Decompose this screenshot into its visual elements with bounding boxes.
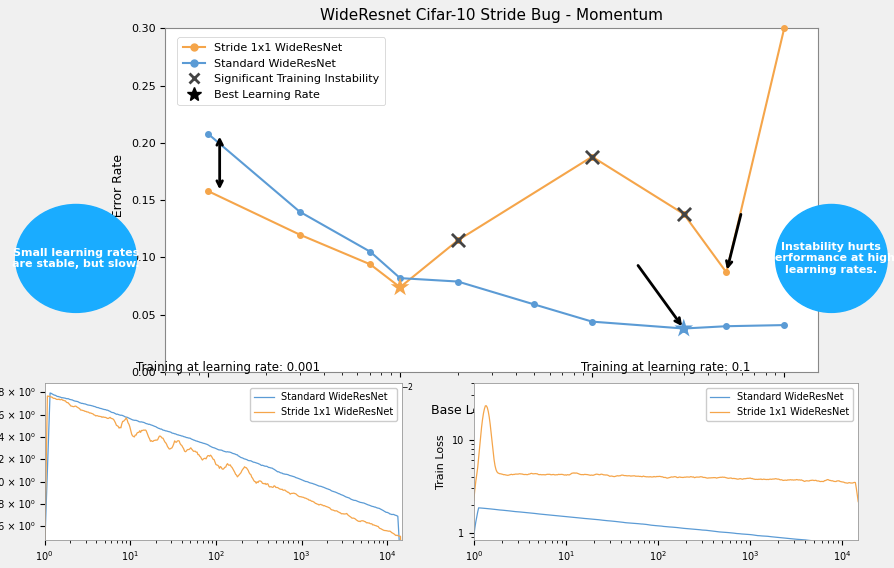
Stride 1x1 WideResNet [42,392,53,399]
Point [451,236,465,245]
Line: Stride 1x1 WideResNet: Stride 1x1 WideResNet [474,406,858,502]
Stride 1x1 WideResNet [746,475,757,482]
Y-axis label: Test Error Rate: Test Error Rate [113,154,125,246]
Standard WideResNet [468,532,479,539]
Standard WideResNet [746,532,757,538]
Stride 1x1 WideResNet [853,498,864,505]
Standard WideResNet [473,504,484,511]
Legend: Standard WideResNet, Stride 1x1 WideResNet: Standard WideResNet, Stride 1x1 WideResN… [250,389,398,421]
Standard WideResNet [266,465,276,471]
Point [677,210,691,219]
Standard WideResNet [83,402,94,408]
Line: Stride 1x1 WideResNet: Stride 1x1 WideResNet [45,396,402,568]
Stride 1x1 WideResNet [39,547,50,554]
Legend: Stride 1x1 WideResNet, Standard WideResNet, Significant Training Instability, Be: Stride 1x1 WideResNet, Standard WideResN… [178,37,385,105]
Stride 1x1 WideResNet [299,494,309,501]
Standard WideResNet [45,390,55,396]
Standard WideResNet [39,545,50,552]
Stride 1x1 WideResNet [83,409,94,416]
Text: Small learning rates
are stable, but slow.: Small learning rates are stable, but slo… [13,248,139,269]
Line: Standard WideResNet: Standard WideResNet [45,393,402,568]
X-axis label: Base Learning Rate: Base Learning Rate [431,404,552,417]
Title: WideResnet Cifar-10 Stride Bug - Momentum: WideResnet Cifar-10 Stride Bug - Momentu… [320,8,663,23]
Stride 1x1 WideResNet [300,495,311,502]
Standard WideResNet [300,478,311,485]
Stride 1x1 WideResNet [181,446,192,453]
Stride 1x1 WideResNet [712,475,722,482]
Standard WideResNet [853,562,864,568]
Point [392,283,407,292]
Text: Training at learning rate: 0.001: Training at learning rate: 0.001 [136,361,320,374]
Stride 1x1 WideResNet [621,473,632,479]
Standard WideResNet [749,532,760,538]
Stride 1x1 WideResNet [749,475,760,482]
Text: Training at learning rate: 0.1: Training at learning rate: 0.1 [581,361,751,374]
Y-axis label: Train Loss: Train Loss [436,434,446,489]
Standard WideResNet [516,509,527,516]
Stride 1x1 WideResNet [156,435,167,441]
Stride 1x1 WideResNet [595,471,605,478]
Standard WideResNet [156,426,167,433]
Point [585,152,599,161]
Standard WideResNet [299,477,309,484]
Legend: Standard WideResNet, Stride 1x1 WideResNet: Standard WideResNet, Stride 1x1 WideResN… [706,389,854,421]
Standard WideResNet [621,519,632,526]
Standard WideResNet [181,434,192,441]
Stride 1x1 WideResNet [468,497,479,504]
Stride 1x1 WideResNet [266,483,276,490]
Stride 1x1 WideResNet [516,471,527,478]
Text: Instability hurts
performance at high
learning rates.: Instability hurts performance at high le… [767,242,894,275]
Standard WideResNet [595,516,605,523]
Line: Standard WideResNet: Standard WideResNet [474,508,858,565]
Standard WideResNet [712,528,722,535]
Stride 1x1 WideResNet [481,402,492,409]
Point [677,324,691,333]
